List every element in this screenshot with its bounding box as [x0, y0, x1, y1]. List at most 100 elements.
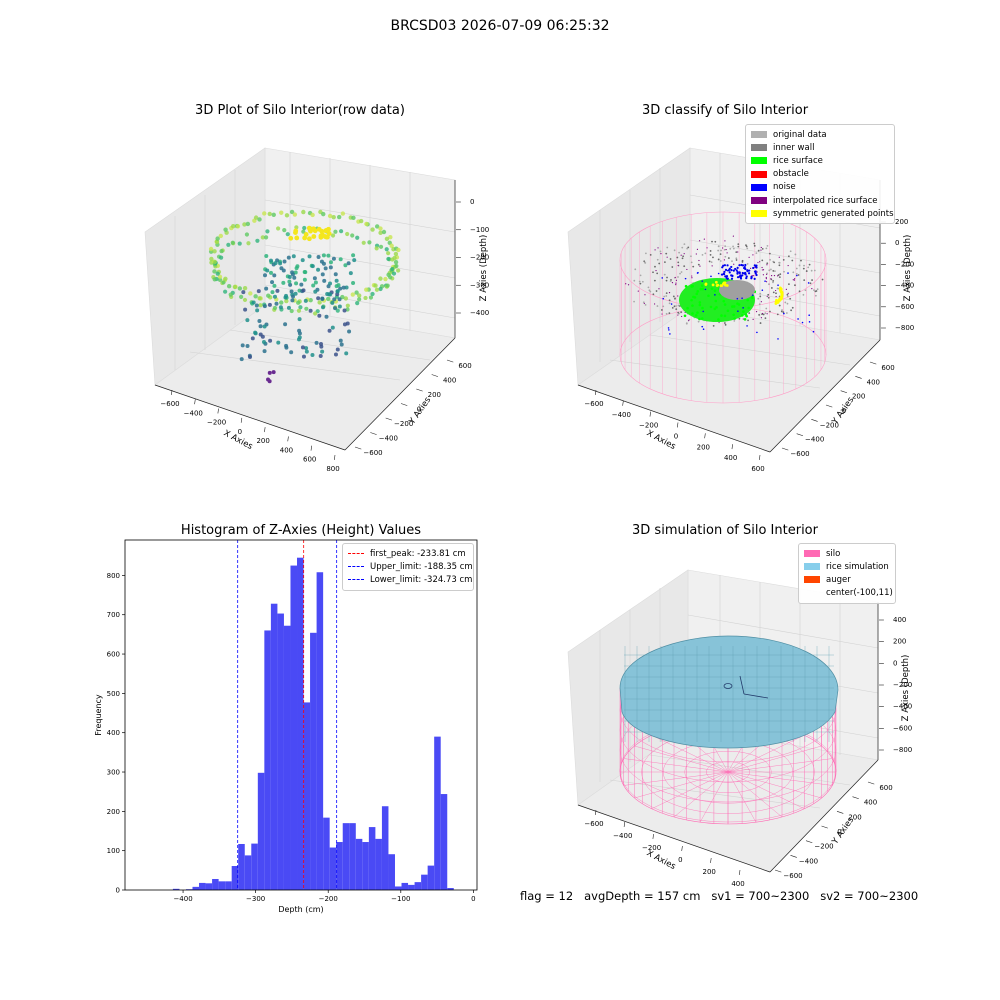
data-point — [367, 240, 372, 245]
data-point — [378, 244, 384, 249]
data-point — [216, 254, 222, 259]
data-point — [392, 255, 397, 261]
data-point — [706, 310, 709, 313]
data-point — [697, 294, 699, 297]
data-point — [658, 288, 660, 290]
data-point — [355, 235, 360, 240]
silo-wire — [651, 771, 729, 809]
histogram-plot-area: −400 −300 −200 −100 0 0 100 200 300 400 500 600 700 8… — [94, 539, 478, 914]
data-point — [279, 307, 284, 312]
data-point — [351, 253, 356, 258]
data-point — [272, 307, 277, 312]
data-point — [761, 312, 764, 315]
data-point — [670, 303, 673, 305]
data-point — [318, 354, 323, 359]
data-point — [767, 293, 770, 296]
data-point — [396, 247, 401, 253]
data-point — [808, 321, 811, 323]
panel1-x-tick — [240, 417, 243, 423]
histogram-bar — [251, 843, 258, 890]
data-point — [686, 312, 689, 315]
data-point — [390, 257, 395, 262]
data-point — [393, 259, 399, 265]
data-point — [332, 297, 337, 302]
data-point — [718, 321, 721, 324]
data-point — [342, 308, 347, 313]
data-point — [746, 263, 749, 265]
data-point — [747, 272, 751, 275]
panel4-z-tick-label: 200 — [893, 638, 906, 646]
grid-line — [649, 754, 851, 786]
data-point — [309, 263, 314, 268]
data-point — [644, 294, 646, 296]
data-point — [649, 290, 652, 293]
data-point — [245, 221, 251, 227]
data-point — [319, 342, 324, 347]
data-point — [330, 300, 335, 305]
data-point — [713, 307, 717, 311]
data-point — [275, 258, 280, 263]
data-point — [721, 266, 724, 269]
data-point — [780, 293, 784, 297]
panel4-x-tick — [595, 809, 597, 815]
data-point — [740, 263, 743, 267]
data-point — [691, 275, 693, 277]
panel1-x-label: X Axies — [222, 428, 255, 452]
data-point — [657, 247, 659, 249]
data-point — [391, 271, 397, 276]
data-point — [351, 281, 356, 286]
histogram-bar — [218, 881, 226, 890]
data-point — [809, 282, 812, 285]
data-point — [690, 310, 693, 312]
data-point — [685, 322, 688, 325]
data-point — [312, 228, 318, 234]
data-point — [804, 289, 807, 292]
data-point — [740, 314, 744, 317]
data-point — [253, 330, 258, 335]
panel1-y-tick-label: 0 — [417, 406, 421, 414]
panel1-x-tick — [310, 445, 313, 451]
data-point — [655, 269, 657, 272]
data-point — [329, 290, 334, 295]
data-point — [735, 251, 738, 254]
side-pane — [567, 147, 691, 386]
data-point — [736, 271, 739, 274]
rice-surface — [679, 278, 755, 322]
grid-line — [609, 359, 821, 389]
silo-wire — [727, 771, 757, 823]
data-point — [294, 225, 299, 230]
data-point — [220, 280, 225, 286]
data-point — [724, 275, 727, 278]
data-point — [717, 272, 720, 275]
data-point — [748, 312, 751, 314]
data-point — [659, 250, 662, 253]
data-point — [772, 270, 775, 272]
data-point — [289, 289, 294, 294]
data-point — [690, 285, 693, 288]
panel4-legend-swatch — [804, 576, 820, 584]
data-point — [744, 307, 747, 309]
histogram-bar — [199, 882, 206, 890]
data-point — [808, 263, 811, 266]
data-point — [663, 273, 666, 276]
data-point — [345, 303, 350, 308]
data-point — [813, 269, 816, 272]
data-point — [391, 247, 396, 252]
data-point — [780, 293, 784, 297]
panel2-legend-swatch — [751, 157, 767, 165]
data-point — [284, 345, 289, 350]
data-point — [734, 292, 736, 294]
data-point — [327, 328, 332, 333]
data-point — [730, 277, 734, 280]
floor-pane — [577, 726, 879, 873]
data-point — [373, 283, 378, 288]
data-point — [364, 221, 369, 227]
panel2-x-tick-label: 200 — [697, 443, 710, 451]
data-point — [660, 309, 663, 311]
data-point — [675, 279, 677, 281]
data-point — [299, 282, 304, 287]
data-point — [714, 280, 718, 284]
x-tick-label: 0 — [471, 895, 475, 903]
data-point — [212, 262, 218, 267]
data-point — [253, 294, 258, 299]
